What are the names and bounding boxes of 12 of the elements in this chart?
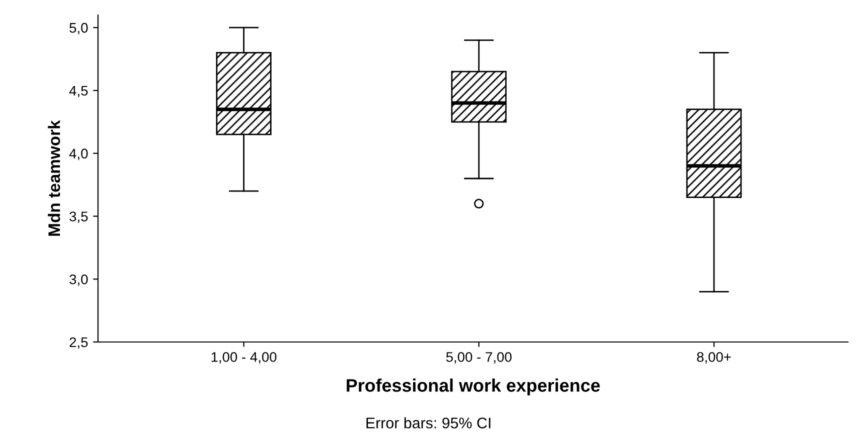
y-tick-label: 2,5 xyxy=(70,337,88,349)
x-tick-label: 8,00+ xyxy=(697,352,731,364)
y-tick-label: 3,5 xyxy=(70,212,88,224)
x-tick-label: 5,00 - 7,00 xyxy=(446,352,512,364)
y-axis-title: Mdn teamwork xyxy=(48,120,60,236)
y-tick-label: 4,5 xyxy=(69,86,88,98)
y-tick-label: 5,0 xyxy=(70,22,88,34)
x-tick-label: 1,00 - 4,00 xyxy=(212,352,276,364)
x-axis-title: Professional work experience xyxy=(346,378,600,396)
y-tick-label: 4,0 xyxy=(69,148,88,160)
y-tick-label: 3,0 xyxy=(70,274,88,286)
text: Error bars: 95% CI xyxy=(366,417,490,428)
